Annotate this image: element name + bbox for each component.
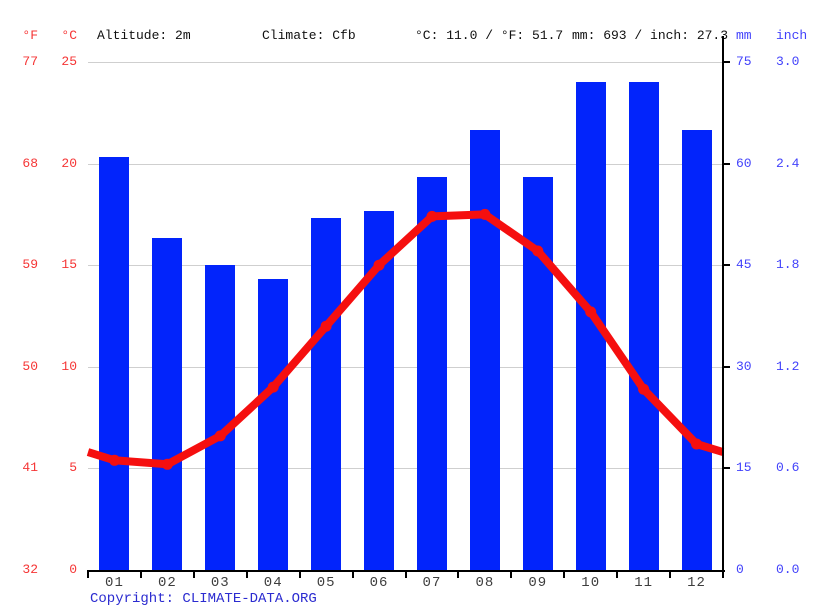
y-label-celsius: 5	[69, 460, 77, 476]
temperature-point-09	[532, 245, 544, 257]
gridline	[88, 265, 723, 267]
precip-bar-08	[469, 129, 500, 570]
right-axis-tick	[724, 365, 730, 368]
bottom-axis-line	[87, 570, 725, 572]
bottom-axis-tick	[404, 572, 407, 578]
precip-bar-03	[205, 265, 236, 570]
x-label-month-01: 01	[105, 575, 124, 591]
bottom-axis-tick	[245, 572, 248, 578]
y-label-mm: 60	[736, 155, 752, 171]
gridline	[88, 163, 723, 165]
y-label-fahrenheit: 32	[22, 562, 38, 577]
bottom-axis-tick	[139, 572, 142, 578]
temperature-line	[86, 210, 725, 469]
x-label-month-09: 09	[528, 575, 548, 591]
temperature-point-10	[585, 306, 597, 318]
header-fahrenheit-unit: °F	[22, 28, 38, 43]
bottom-axis-tick	[192, 572, 195, 578]
y-label-fahrenheit: 41	[22, 460, 38, 476]
right-axis-tick	[724, 162, 730, 165]
x-label-month-12: 12	[687, 575, 706, 591]
header-inch-unit: inch	[776, 28, 808, 43]
bottom-axis-tick	[510, 572, 513, 578]
x-label-month-02: 02	[157, 575, 177, 591]
y-label-fahrenheit: 50	[22, 358, 38, 374]
temperature-point-04	[267, 381, 279, 393]
right-axis-tick	[724, 61, 730, 63]
y-label-fahrenheit: 68	[22, 155, 38, 171]
gridline	[88, 468, 723, 470]
y-label-fahrenheit: 59	[22, 257, 38, 273]
temperature-point-03	[214, 430, 226, 442]
temperature-point-02	[161, 458, 173, 470]
copyright-link[interactable]: Copyright: CLIMATE-DATA.ORG	[90, 591, 317, 607]
header-altitude: Altitude: 2m	[97, 28, 191, 43]
y-label-inch: 0.6	[776, 460, 800, 476]
bottom-axis-tick	[457, 572, 460, 578]
header-precip-summary: mm: 693 / inch: 27.3	[572, 28, 729, 43]
temperature-point-11	[638, 383, 650, 395]
y-label-celsius: 0	[69, 562, 77, 577]
y-label-inch: 3.0	[776, 54, 800, 69]
temperature-point-08	[479, 208, 491, 220]
x-label-month-10: 10	[581, 575, 601, 591]
right-axis-line	[722, 36, 724, 572]
precip-bar-05	[311, 217, 342, 570]
precip-bar-01	[99, 156, 130, 570]
temperature-point-06	[373, 259, 385, 271]
y-label-mm: 75	[736, 54, 752, 69]
temperature-point-12	[691, 438, 702, 450]
header-mm-unit: mm	[736, 28, 752, 43]
y-label-inch: 1.8	[776, 257, 800, 273]
y-label-inch: 2.4	[776, 155, 800, 171]
gridline	[88, 62, 723, 63]
precip-bar-12	[681, 129, 712, 570]
x-label-month-05: 05	[316, 575, 336, 591]
bottom-axis-tick	[351, 572, 354, 578]
y-label-mm: 30	[736, 358, 752, 374]
temperature-point-01	[109, 454, 120, 466]
header-temp-summary: °C: 11.0 / °F: 51.7	[415, 28, 564, 43]
plot-area	[86, 62, 725, 570]
precip-bar-04	[258, 278, 289, 570]
bottom-axis-tick	[563, 572, 566, 578]
precip-bar-07	[416, 177, 447, 570]
temperature-point-07	[426, 210, 438, 222]
bottom-axis-tick	[722, 572, 724, 578]
x-label-month-11: 11	[634, 575, 654, 591]
header-celsius-unit: °C	[61, 28, 77, 43]
y-label-mm: 45	[736, 257, 752, 273]
x-label-month-08: 08	[475, 575, 495, 591]
bottom-axis-tick	[298, 572, 301, 578]
y-label-celsius: 10	[61, 358, 77, 374]
y-label-inch: 0.0	[776, 562, 800, 577]
y-label-inch: 1.2	[776, 358, 800, 374]
x-label-month-07: 07	[422, 575, 442, 591]
right-axis-tick	[724, 264, 730, 267]
y-label-celsius: 20	[61, 155, 77, 171]
x-label-month-03: 03	[210, 575, 230, 591]
temperature-line-chart	[86, 208, 725, 470]
bottom-axis-tick	[616, 572, 619, 578]
temperature-point-05	[320, 320, 332, 332]
x-label-month-06: 06	[369, 575, 389, 591]
y-label-celsius: 15	[61, 257, 77, 273]
y-label-celsius: 25	[61, 54, 77, 69]
gridline	[88, 366, 723, 368]
y-label-mm: 15	[736, 460, 752, 476]
precip-bar-02	[152, 238, 183, 570]
header-climate-type: Climate: Cfb	[262, 28, 356, 43]
right-axis-tick	[724, 467, 730, 470]
y-label-mm: 0	[736, 562, 744, 577]
x-label-month-04: 04	[263, 575, 283, 591]
bottom-axis-tick	[87, 572, 89, 578]
bottom-axis-tick	[669, 572, 672, 578]
y-label-fahrenheit: 77	[22, 54, 38, 69]
precip-bar-11	[628, 82, 659, 570]
